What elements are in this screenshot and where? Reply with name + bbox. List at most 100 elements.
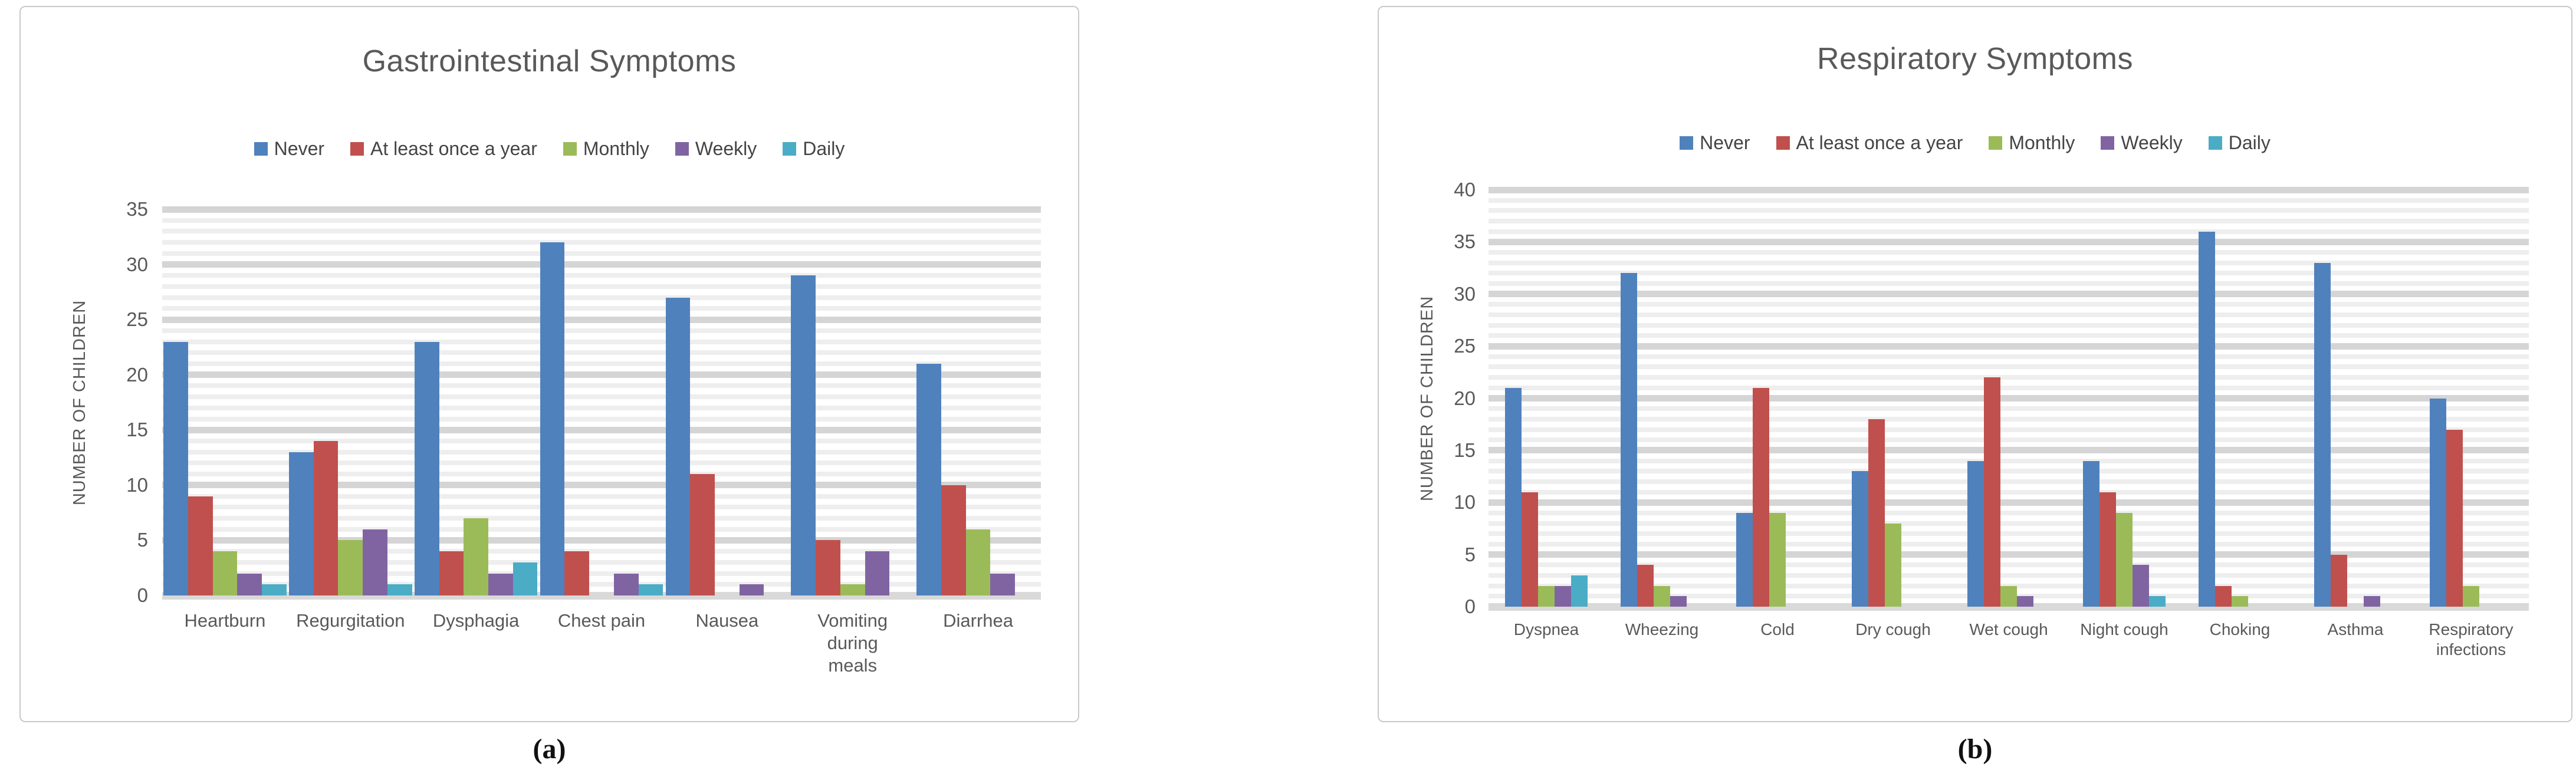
- gridline: [1489, 427, 2529, 432]
- legend-item-weekly: Weekly: [675, 138, 757, 160]
- bar-at-least-once-a-year: [564, 551, 590, 595]
- bar-monthly: [338, 540, 363, 595]
- legend-swatch-icon: [350, 142, 364, 156]
- gridline: [1489, 208, 2529, 213]
- category-label: Asthma: [2327, 620, 2384, 639]
- bar-group-diarrhea: [915, 209, 1041, 595]
- bar-group-wheezing: [1604, 190, 1720, 607]
- legend-swatch-icon: [1989, 136, 2003, 150]
- x-axis-category-labels: Dyspnea Wheezing Cold Dry cough Wet cough Nig…: [1489, 620, 2529, 660]
- chart-title: Respiratory Symptoms: [1817, 42, 2133, 76]
- bar-monthly: [2000, 585, 2017, 607]
- bar-monthly: [2116, 512, 2133, 607]
- y-tick-label: 10: [126, 473, 148, 496]
- bar-weekly: [2363, 596, 2380, 607]
- legend-swatch-icon: [563, 142, 577, 156]
- gridline: [1489, 499, 2529, 506]
- gridline: [1489, 291, 2529, 298]
- legend-item-monthly: Monthly: [1989, 132, 2075, 154]
- bar-at-least-once-a-year: [2446, 429, 2463, 607]
- gridline: [1489, 416, 2529, 422]
- category-label: Regurgitation: [296, 610, 405, 631]
- gridline: [1489, 521, 2529, 526]
- gridline: [1489, 219, 2529, 224]
- gridline: [162, 505, 1041, 510]
- gridline: [1489, 479, 2529, 484]
- gridline: [162, 405, 1041, 410]
- bar-weekly: [237, 573, 262, 595]
- bar-group-heartburn: [162, 209, 288, 595]
- legend-swatch-icon: [2101, 136, 2115, 150]
- y-tick-label: 40: [1454, 179, 1476, 200]
- gridline: [162, 571, 1041, 576]
- gridline: [1489, 469, 2529, 474]
- category-label: Vomiting during meals: [817, 610, 888, 676]
- bar-never: [2430, 398, 2447, 607]
- bar-group-cold: [1720, 190, 1835, 607]
- legend-label: Monthly: [583, 138, 649, 159]
- gastrointestinal-chart: Gastrointestinal Symptoms Never At least …: [21, 7, 1078, 721]
- gridline: [1489, 333, 2529, 338]
- category-label: Diarrhea: [943, 610, 1014, 631]
- respiratory-chart: Respiratory Symptoms Never At least once …: [1379, 7, 2571, 721]
- bar-weekly: [2132, 565, 2149, 607]
- y-axis-title: NUMBER OF CHILDREN: [70, 300, 89, 505]
- bar-never: [414, 341, 439, 595]
- category-label: Dysphagia: [432, 610, 520, 631]
- y-tick-label: 5: [137, 529, 148, 551]
- gridline: [162, 493, 1041, 499]
- y-tick-label: 30: [126, 253, 148, 275]
- legend-label: Never: [1700, 132, 1750, 153]
- legend-swatch-icon: [1776, 136, 1790, 150]
- gridline: [162, 240, 1041, 245]
- bar-group-night-cough: [2066, 190, 2182, 607]
- bar-at-least-once-a-year: [1984, 377, 2001, 607]
- bar-monthly: [212, 551, 238, 595]
- category-label: Wet cough: [1969, 620, 2048, 639]
- plot-area: [1489, 190, 2529, 607]
- legend-swatch-icon: [2208, 136, 2222, 150]
- legend-label: Never: [274, 138, 325, 159]
- y-tick-label: 10: [1454, 491, 1476, 514]
- bar-at-least-once-a-year: [188, 496, 213, 595]
- legend-item-monthly: Monthly: [563, 138, 649, 160]
- bar-never: [288, 452, 314, 595]
- bar-at-least-once-a-year: [439, 551, 464, 595]
- gridline: [162, 472, 1041, 477]
- bar-group-choking: [2182, 190, 2298, 607]
- category-label: Wheezing: [1625, 620, 1699, 639]
- bar-weekly: [488, 573, 513, 595]
- bar-at-least-once-a-year: [2215, 585, 2232, 607]
- bar-monthly: [2232, 596, 2248, 607]
- legend-item-never: Never: [254, 138, 324, 160]
- category-label: Cold: [1760, 620, 1795, 639]
- gridline: [162, 394, 1041, 400]
- gridlines: [1489, 186, 2529, 611]
- gridline: [162, 371, 1041, 379]
- gridline: [162, 316, 1041, 323]
- gridline: [162, 560, 1041, 565]
- bar-never: [2083, 460, 2100, 607]
- legend-item-at-least-once-a-year: At least once a year: [350, 138, 537, 160]
- bar-at-least-once-a-year: [816, 540, 840, 595]
- category-label: Respiratory infections: [2429, 620, 2513, 659]
- bar-never: [163, 341, 188, 595]
- bar-at-least-once-a-year: [690, 474, 715, 595]
- gridline: [162, 537, 1041, 544]
- bar-weekly: [613, 573, 639, 595]
- bar-at-least-once-a-year: [1637, 565, 1654, 607]
- y-tick-label: 0: [137, 584, 148, 606]
- y-tick-label: 25: [126, 308, 148, 331]
- y-tick-label: 20: [1454, 387, 1476, 409]
- bar-at-least-once-a-year: [2331, 554, 2348, 607]
- category-label: Choking: [2209, 620, 2271, 639]
- legend-label: At least once a year: [370, 138, 537, 159]
- y-tick-label: 0: [1464, 595, 1476, 617]
- bar-never: [1852, 471, 1869, 607]
- bar-at-least-once-a-year: [941, 485, 966, 595]
- bar-group-nausea: [664, 209, 790, 595]
- gridline: [162, 306, 1041, 311]
- gridline: [162, 482, 1041, 489]
- x-axis-category-labels: Heartburn Regurgitation Dysphagia Chest pai…: [162, 610, 1041, 677]
- y-tick-label: 30: [1454, 282, 1476, 305]
